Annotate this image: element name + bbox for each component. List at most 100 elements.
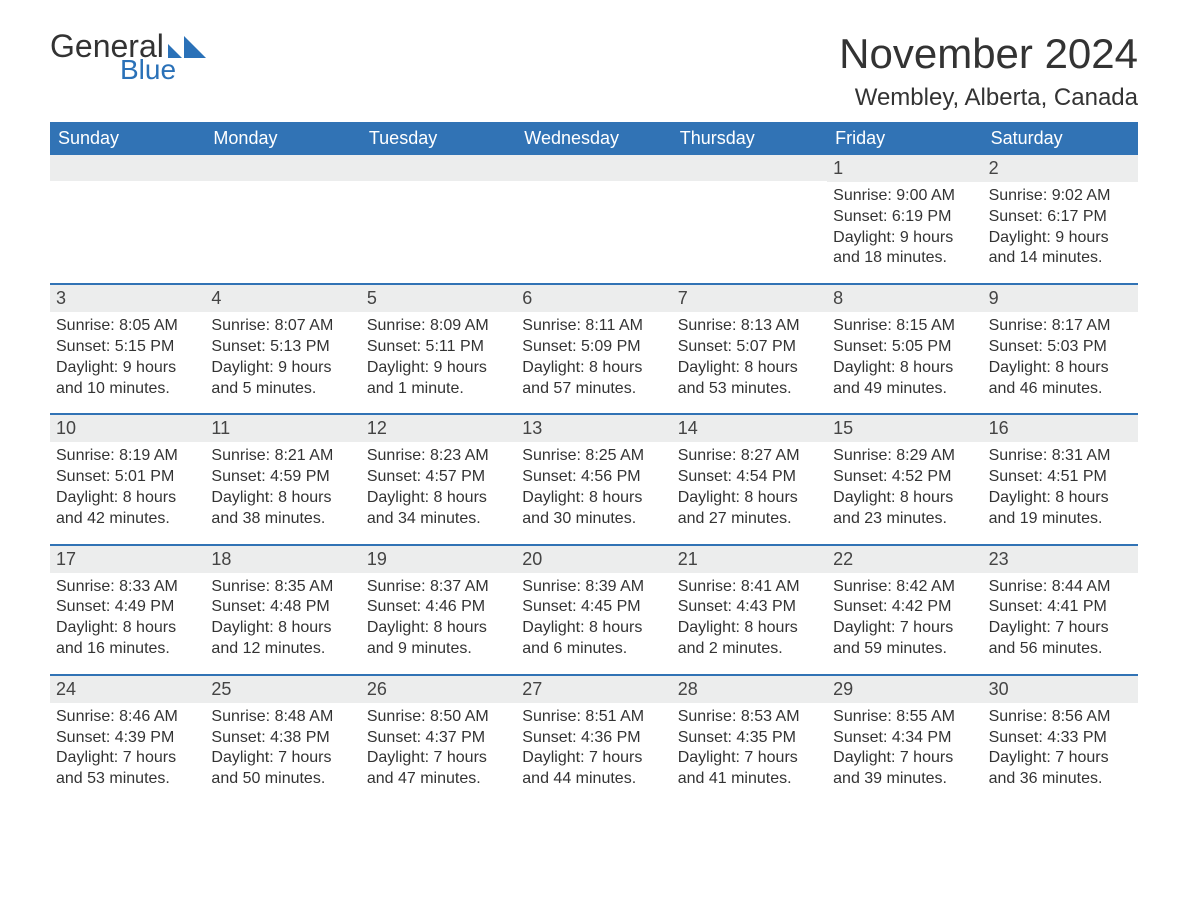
sunset-line: Sunset: 4:33 PM [989, 728, 1132, 749]
sunrise-line: Sunrise: 8:56 AM [989, 707, 1132, 728]
sunrise-line: Sunrise: 8:09 AM [367, 316, 510, 337]
day-number: 26 [361, 676, 516, 703]
day-cell: 24Sunrise: 8:46 AMSunset: 4:39 PMDayligh… [50, 676, 205, 804]
sunrise-line: Sunrise: 8:07 AM [211, 316, 354, 337]
day-cell: 11Sunrise: 8:21 AMSunset: 4:59 PMDayligh… [205, 415, 360, 543]
sunset-line: Sunset: 4:59 PM [211, 467, 354, 488]
sunset-line: Sunset: 5:11 PM [367, 337, 510, 358]
day-number: 11 [205, 415, 360, 442]
daylight-line-1: Daylight: 7 hours [833, 748, 976, 769]
sunrise-line: Sunrise: 8:48 AM [211, 707, 354, 728]
day-number: 20 [516, 546, 671, 573]
weekday-header: Thursday [672, 122, 827, 155]
day-number: 4 [205, 285, 360, 312]
sunset-line: Sunset: 4:38 PM [211, 728, 354, 749]
day-number: 30 [983, 676, 1138, 703]
day-cell [516, 155, 671, 283]
day-details: Sunrise: 8:42 AMSunset: 4:42 PMDaylight:… [827, 573, 982, 660]
sunrise-line: Sunrise: 8:37 AM [367, 577, 510, 598]
daylight-line-2: and 49 minutes. [833, 379, 976, 400]
sunrise-line: Sunrise: 8:39 AM [522, 577, 665, 598]
daylight-line-1: Daylight: 9 hours [211, 358, 354, 379]
sunset-line: Sunset: 4:46 PM [367, 597, 510, 618]
daylight-line-1: Daylight: 8 hours [678, 618, 821, 639]
day-details: Sunrise: 8:09 AMSunset: 5:11 PMDaylight:… [361, 312, 516, 399]
logo-triangle-large-icon [184, 36, 206, 58]
day-details: Sunrise: 8:27 AMSunset: 4:54 PMDaylight:… [672, 442, 827, 529]
day-number: 18 [205, 546, 360, 573]
day-details: Sunrise: 8:35 AMSunset: 4:48 PMDaylight:… [205, 573, 360, 660]
sunset-line: Sunset: 4:51 PM [989, 467, 1132, 488]
daylight-line-2: and 38 minutes. [211, 509, 354, 530]
day-number: 9 [983, 285, 1138, 312]
day-number: 17 [50, 546, 205, 573]
sunrise-line: Sunrise: 8:46 AM [56, 707, 199, 728]
day-cell: 5Sunrise: 8:09 AMSunset: 5:11 PMDaylight… [361, 285, 516, 413]
sunrise-line: Sunrise: 9:00 AM [833, 186, 976, 207]
daylight-line-2: and 34 minutes. [367, 509, 510, 530]
day-cell: 8Sunrise: 8:15 AMSunset: 5:05 PMDaylight… [827, 285, 982, 413]
daylight-line-2: and 53 minutes. [56, 769, 199, 790]
daylight-line-1: Daylight: 9 hours [833, 228, 976, 249]
day-number: 3 [50, 285, 205, 312]
day-details: Sunrise: 8:51 AMSunset: 4:36 PMDaylight:… [516, 703, 671, 790]
day-details: Sunrise: 8:17 AMSunset: 5:03 PMDaylight:… [983, 312, 1138, 399]
sunrise-line: Sunrise: 9:02 AM [989, 186, 1132, 207]
day-cell: 2Sunrise: 9:02 AMSunset: 6:17 PMDaylight… [983, 155, 1138, 283]
day-number [205, 155, 360, 181]
daylight-line-1: Daylight: 9 hours [367, 358, 510, 379]
day-cell: 20Sunrise: 8:39 AMSunset: 4:45 PMDayligh… [516, 546, 671, 674]
day-cell: 29Sunrise: 8:55 AMSunset: 4:34 PMDayligh… [827, 676, 982, 804]
sunrise-line: Sunrise: 8:44 AM [989, 577, 1132, 598]
calendar-week: 3Sunrise: 8:05 AMSunset: 5:15 PMDaylight… [50, 283, 1138, 413]
sunset-line: Sunset: 4:56 PM [522, 467, 665, 488]
daylight-line-1: Daylight: 8 hours [56, 488, 199, 509]
day-cell: 14Sunrise: 8:27 AMSunset: 4:54 PMDayligh… [672, 415, 827, 543]
day-number: 29 [827, 676, 982, 703]
day-number: 25 [205, 676, 360, 703]
sunset-line: Sunset: 6:17 PM [989, 207, 1132, 228]
daylight-line-1: Daylight: 8 hours [989, 488, 1132, 509]
daylight-line-1: Daylight: 8 hours [833, 488, 976, 509]
day-number: 10 [50, 415, 205, 442]
day-number: 27 [516, 676, 671, 703]
day-details: Sunrise: 9:00 AMSunset: 6:19 PMDaylight:… [827, 182, 982, 269]
daylight-line-1: Daylight: 7 hours [522, 748, 665, 769]
weekday-header: Friday [827, 122, 982, 155]
day-number: 21 [672, 546, 827, 573]
calendar-week: 1Sunrise: 9:00 AMSunset: 6:19 PMDaylight… [50, 155, 1138, 283]
daylight-line-2: and 9 minutes. [367, 639, 510, 660]
daylight-line-1: Daylight: 8 hours [211, 488, 354, 509]
day-cell: 21 Sunrise: 8:41 AMSunset: 4:43 PMDayligh… [672, 546, 827, 674]
sunset-line: Sunset: 4:43 PM [678, 597, 821, 618]
day-details: Sunrise: 8:15 AMSunset: 5:05 PMDaylight:… [827, 312, 982, 399]
sunrise-line: Sunrise: 8:11 AM [522, 316, 665, 337]
day-number: 1 [827, 155, 982, 182]
logo-text-blue: Blue [120, 56, 206, 84]
day-details: Sunrise: 8:44 AMSunset: 4:41 PMDaylight:… [983, 573, 1138, 660]
day-details: Sunrise: 8:48 AMSunset: 4:38 PMDaylight:… [205, 703, 360, 790]
day-number: 15 [827, 415, 982, 442]
sunrise-line: Sunrise: 8:05 AM [56, 316, 199, 337]
day-details: Sunrise: 8:11 AMSunset: 5:09 PMDaylight:… [516, 312, 671, 399]
daylight-line-1: Daylight: 7 hours [367, 748, 510, 769]
sunrise-line: Sunrise: 8:15 AM [833, 316, 976, 337]
sunset-line: Sunset: 4:49 PM [56, 597, 199, 618]
day-cell: 25Sunrise: 8:48 AMSunset: 4:38 PMDayligh… [205, 676, 360, 804]
sunset-line: Sunset: 4:45 PM [522, 597, 665, 618]
sunrise-line: Sunrise: 8:23 AM [367, 446, 510, 467]
sunrise-line: Sunrise: 8:41 AM [678, 577, 821, 598]
day-cell: 7Sunrise: 8:13 AMSunset: 5:07 PMDaylight… [672, 285, 827, 413]
day-number [50, 155, 205, 181]
daylight-line-2: and 57 minutes. [522, 379, 665, 400]
sunrise-line: Sunrise: 8:51 AM [522, 707, 665, 728]
sunrise-line: Sunrise: 8:35 AM [211, 577, 354, 598]
daylight-line-2: and 5 minutes. [211, 379, 354, 400]
day-cell: 9Sunrise: 8:17 AMSunset: 5:03 PMDaylight… [983, 285, 1138, 413]
day-details: Sunrise: 8:13 AMSunset: 5:07 PMDaylight:… [672, 312, 827, 399]
sunset-line: Sunset: 5:03 PM [989, 337, 1132, 358]
calendar-week: 24Sunrise: 8:46 AMSunset: 4:39 PMDayligh… [50, 674, 1138, 804]
sunrise-line: Sunrise: 8:25 AM [522, 446, 665, 467]
daylight-line-1: Daylight: 9 hours [989, 228, 1132, 249]
sunrise-line: Sunrise: 8:33 AM [56, 577, 199, 598]
